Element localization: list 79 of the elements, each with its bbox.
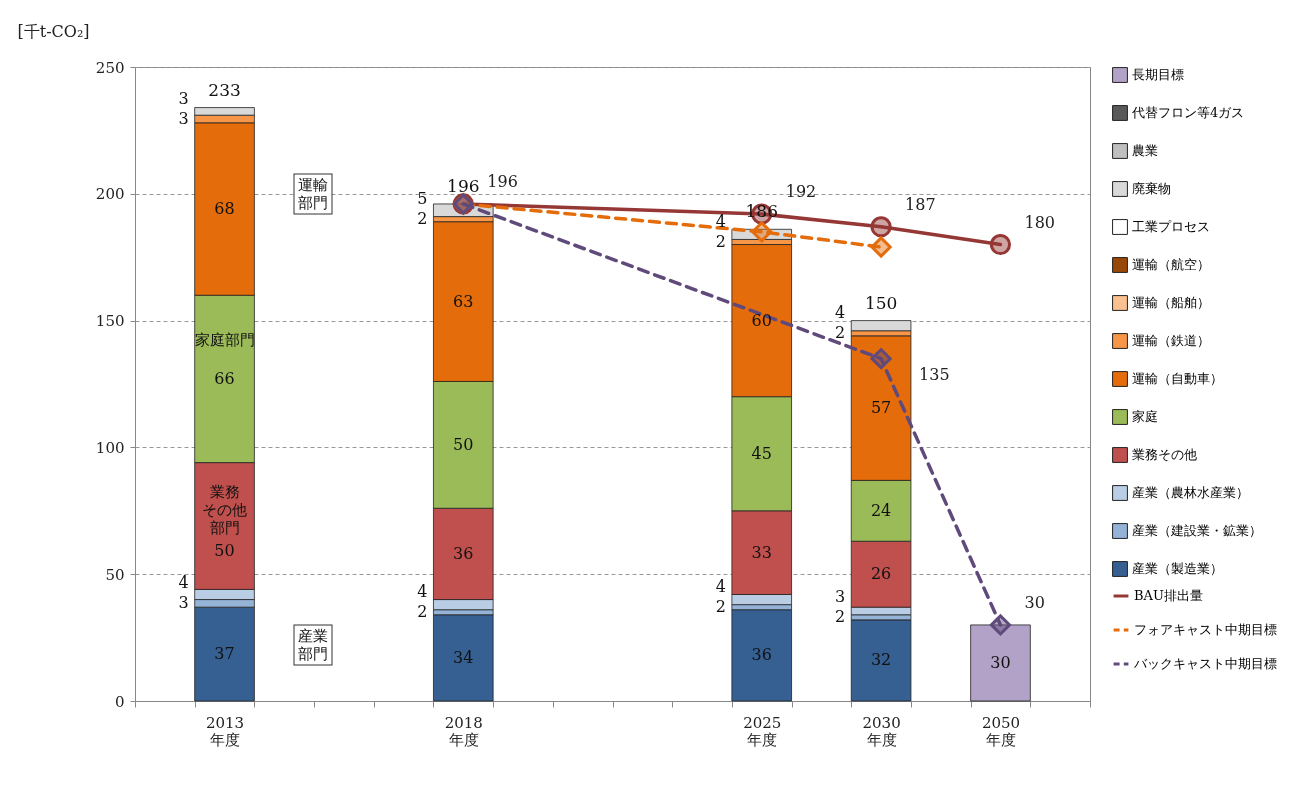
bar <box>970 624 1031 702</box>
data-label: 60 <box>751 310 772 330</box>
data-label: 2 <box>835 607 846 627</box>
data-label: 3 <box>835 587 846 607</box>
data-label: 30 <box>1024 592 1045 612</box>
data-label: 4 <box>715 577 726 597</box>
data-label: 135 <box>919 364 950 384</box>
legend-label: 工業プロセス <box>1132 219 1210 234</box>
annotation: 家庭部門 <box>194 331 255 349</box>
legend-label: 廃棄物 <box>1132 181 1171 196</box>
data-label: 4 <box>178 573 189 593</box>
legend-label: 運輸（航空） <box>1132 257 1210 272</box>
y-tick-label: 250 <box>95 58 125 77</box>
data-label: 3 <box>178 593 189 613</box>
data-label: 4 <box>835 303 846 323</box>
y-tick-label: 200 <box>95 185 125 204</box>
data-label: 187 <box>905 194 936 214</box>
y-tick-label: 100 <box>95 438 125 457</box>
legend-label: 運輸（自動車） <box>1132 371 1223 386</box>
data-label: 180 <box>1024 212 1056 232</box>
legend-label: 運輸（船舶） <box>1132 295 1210 310</box>
bar <box>850 619 912 702</box>
data-label: 68 <box>214 199 235 219</box>
legend-label: 長期目標 <box>1132 67 1184 82</box>
y-tick-label: 150 <box>95 312 125 331</box>
data-label: 2 <box>835 323 846 343</box>
legend-label: 農業 <box>1132 143 1158 158</box>
data-label: 4 <box>715 211 726 231</box>
data-label: 63 <box>453 291 474 311</box>
x-tick-label: 2030 年度 <box>862 713 901 749</box>
legend-label: 産業（製造業） <box>1132 561 1223 576</box>
data-label: 37 <box>214 644 235 664</box>
data-label: 34 <box>453 647 474 667</box>
bar <box>433 614 494 702</box>
data-label: 45 <box>751 443 772 463</box>
data-label: 30 <box>990 652 1011 672</box>
data-label: 66 <box>214 368 235 388</box>
legend-label: 産業（建設業・鉱業） <box>1132 523 1262 538</box>
data-label: 36 <box>751 645 772 665</box>
x-tick-label: 2050 年度 <box>981 713 1021 749</box>
legend-label: 代替フロン等4ガス <box>1131 105 1245 120</box>
data-label: 57 <box>870 398 892 418</box>
data-label: 3 <box>178 88 189 108</box>
data-label: 2 <box>715 597 726 617</box>
legend-label: フォアキャスト中期目標 <box>1134 622 1277 637</box>
bar <box>731 609 792 702</box>
data-label: 24 <box>870 500 892 520</box>
data-label: 36 <box>453 543 474 563</box>
data-label: 32 <box>870 650 892 670</box>
total-label: 196 <box>447 175 480 196</box>
x-tick-label: 2018 年度 <box>444 713 483 749</box>
y-tick-label: 50 <box>105 565 125 584</box>
legend-label: BAU排出量 <box>1134 588 1203 603</box>
total-label: 186 <box>745 201 778 222</box>
data-label: 192 <box>785 182 817 202</box>
data-label: 4 <box>417 582 428 602</box>
x-tick-label: 2013 年度 <box>205 713 245 749</box>
legend-label: 産業（農林水産業） <box>1132 485 1249 500</box>
data-label: 2 <box>417 209 428 229</box>
data-label: 50 <box>453 434 474 454</box>
y-axis-title: [千t-CO₂] <box>17 21 90 41</box>
bar <box>850 320 912 332</box>
data-label: 33 <box>751 542 772 562</box>
data-label: 196 <box>487 171 518 191</box>
legend-label: バックキャスト中期目標 <box>1133 656 1277 671</box>
legend-label: 家庭 <box>1132 409 1158 424</box>
total-label: 233 <box>208 79 241 100</box>
total-label: 150 <box>864 292 898 313</box>
y-tick-label: 0 <box>114 692 125 711</box>
data-label: 2 <box>715 231 726 251</box>
annotation: 業務その他部門 <box>202 483 248 537</box>
data-label: 3 <box>178 108 189 128</box>
data-label: 50 <box>214 541 235 560</box>
legend-label: 業務その他 <box>1132 447 1197 462</box>
legend-label: 運輸（鉄道） <box>1132 333 1210 348</box>
data-label: 26 <box>870 564 892 584</box>
data-label: 5 <box>417 189 428 209</box>
data-label: 2 <box>417 602 428 622</box>
x-tick-label: 2025 年度 <box>743 713 782 749</box>
